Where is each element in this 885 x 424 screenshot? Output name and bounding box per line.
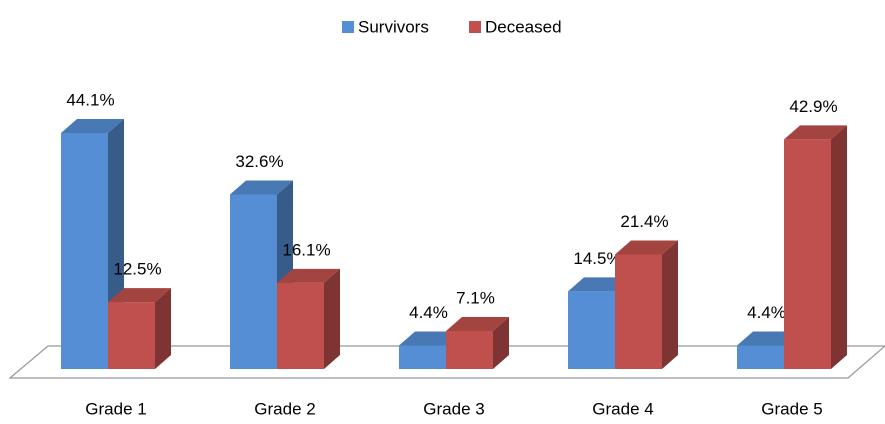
data-label: 4.4% [747,303,786,322]
x-tick-label: Grade 3 [423,399,484,418]
data-label: 32.6% [235,152,283,171]
data-label: 7.1% [456,288,495,307]
bar-top [784,125,847,140]
bar-side [831,125,847,369]
data-label: 42.9% [789,97,837,116]
bar-top [108,288,171,303]
bar [615,240,678,369]
bar-side [324,268,340,369]
data-label: 12.5% [113,260,161,279]
x-tick-label: Grade 5 [761,399,822,418]
legend-label: Deceased [485,17,562,36]
bar-front [784,139,831,369]
bar-side [493,317,509,369]
bar [277,268,340,369]
bar-front [230,194,277,369]
bar-top [615,240,678,255]
bar-front [108,302,155,369]
x-tick-label: Grade 1 [85,399,146,418]
x-tick-label: Grade 4 [592,399,653,418]
data-label: 21.4% [620,212,668,231]
bar [784,125,847,369]
bar-side [662,240,678,369]
bar-side [155,288,171,369]
data-label: 14.5% [573,249,621,268]
data-label: 4.4% [409,303,448,322]
bar-front [568,291,615,369]
bar-front [61,133,108,369]
legend-swatch [469,21,481,33]
bar-front [737,345,784,369]
bar-front [615,254,662,369]
data-label: 16.1% [282,240,330,259]
bar-front [446,331,493,369]
bar-front [277,282,324,369]
legend-label: Survivors [358,17,429,36]
bar-top [277,268,340,283]
bar-top [61,119,124,133]
bar-front [399,345,446,369]
bar-top [446,317,509,332]
bar [446,317,509,369]
legend-swatch [342,21,354,33]
x-tick-label: Grade 2 [254,399,315,418]
bar [108,288,171,369]
data-label: 44.1% [66,90,114,109]
bar-top [230,180,293,195]
